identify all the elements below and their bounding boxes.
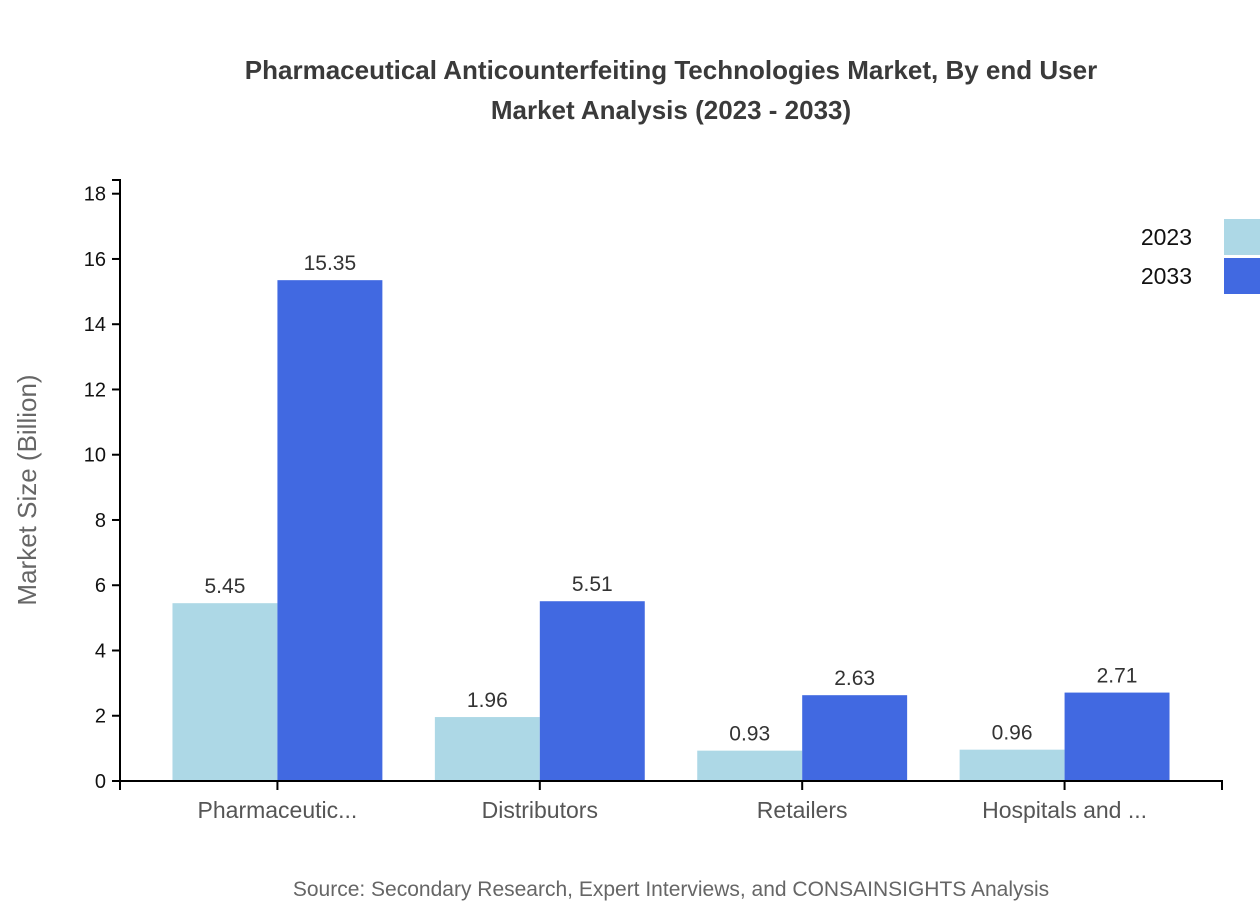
y-tick-label: 10 — [84, 445, 106, 467]
source-note: Source: Secondary Research, Expert Inter… — [292, 878, 1050, 901]
x-category-label-3: Retailers — [757, 797, 848, 823]
bar-2023-category-1 — [172, 603, 278, 781]
bar-2033-category-1 — [277, 280, 383, 781]
y-tick-label: 6 — [95, 575, 106, 597]
x-category-label-1: Pharmaceutic... — [198, 797, 358, 823]
legend-label-2023: 2023 — [1140, 223, 1192, 250]
value-label-2033-category-2: 5.51 — [572, 573, 613, 596]
y-tick-label: 16 — [84, 249, 106, 271]
title-line-2: Market Analysis (2023 - 2033) — [490, 95, 852, 125]
page-title: Pharmaceutical Anticounterfeiting Techno… — [120, 50, 1222, 130]
y-tick-label: 2 — [95, 706, 106, 728]
y-tick-label: 8 — [95, 510, 106, 532]
y-tick-label: 14 — [84, 314, 106, 336]
legend-item-2023: 2023 — [1141, 219, 1260, 255]
value-label-2023-category-1: 5.45 — [205, 575, 246, 598]
value-label-2023-category-2: 1.96 — [467, 689, 508, 712]
y-tick-label: 4 — [95, 640, 106, 662]
title-line-1: Pharmaceutical Anticounterfeiting Techno… — [244, 55, 1098, 85]
bar-2023-category-3 — [697, 750, 803, 781]
y-tick-label: 0 — [95, 771, 106, 793]
y-axis-title: Market Size (Billion) — [12, 374, 42, 605]
legend-item-2033: 2033 — [1141, 258, 1260, 294]
y-tick-label: 18 — [84, 184, 106, 206]
value-label-2023-category-3: 0.93 — [729, 723, 770, 746]
bar-2023-category-2 — [434, 717, 540, 781]
y-tick-label: 12 — [84, 379, 106, 401]
value-label-2023-category-4: 0.96 — [992, 722, 1033, 745]
x-category-label-4: Hospitals and ... — [982, 797, 1147, 823]
legend-label-2033: 2033 — [1140, 262, 1192, 289]
bar-2033-category-2 — [539, 601, 645, 781]
value-label-2033-category-3: 2.63 — [834, 667, 875, 690]
y-axis — [112, 179, 121, 781]
legend-swatch-2023-icon — [1224, 219, 1260, 255]
bar-2023-category-4 — [959, 749, 1065, 781]
bar-2033-category-3 — [802, 695, 908, 781]
bar-2033-category-4 — [1064, 692, 1170, 781]
x-axis — [119, 780, 1223, 790]
value-label-2033-category-1: 15.35 — [304, 252, 357, 275]
legend: 2023 2033 — [1141, 219, 1260, 297]
legend-swatch-2033-icon — [1224, 258, 1260, 294]
value-label-2033-category-4: 2.71 — [1097, 665, 1138, 688]
x-category-label-2: Distributors — [482, 797, 598, 823]
